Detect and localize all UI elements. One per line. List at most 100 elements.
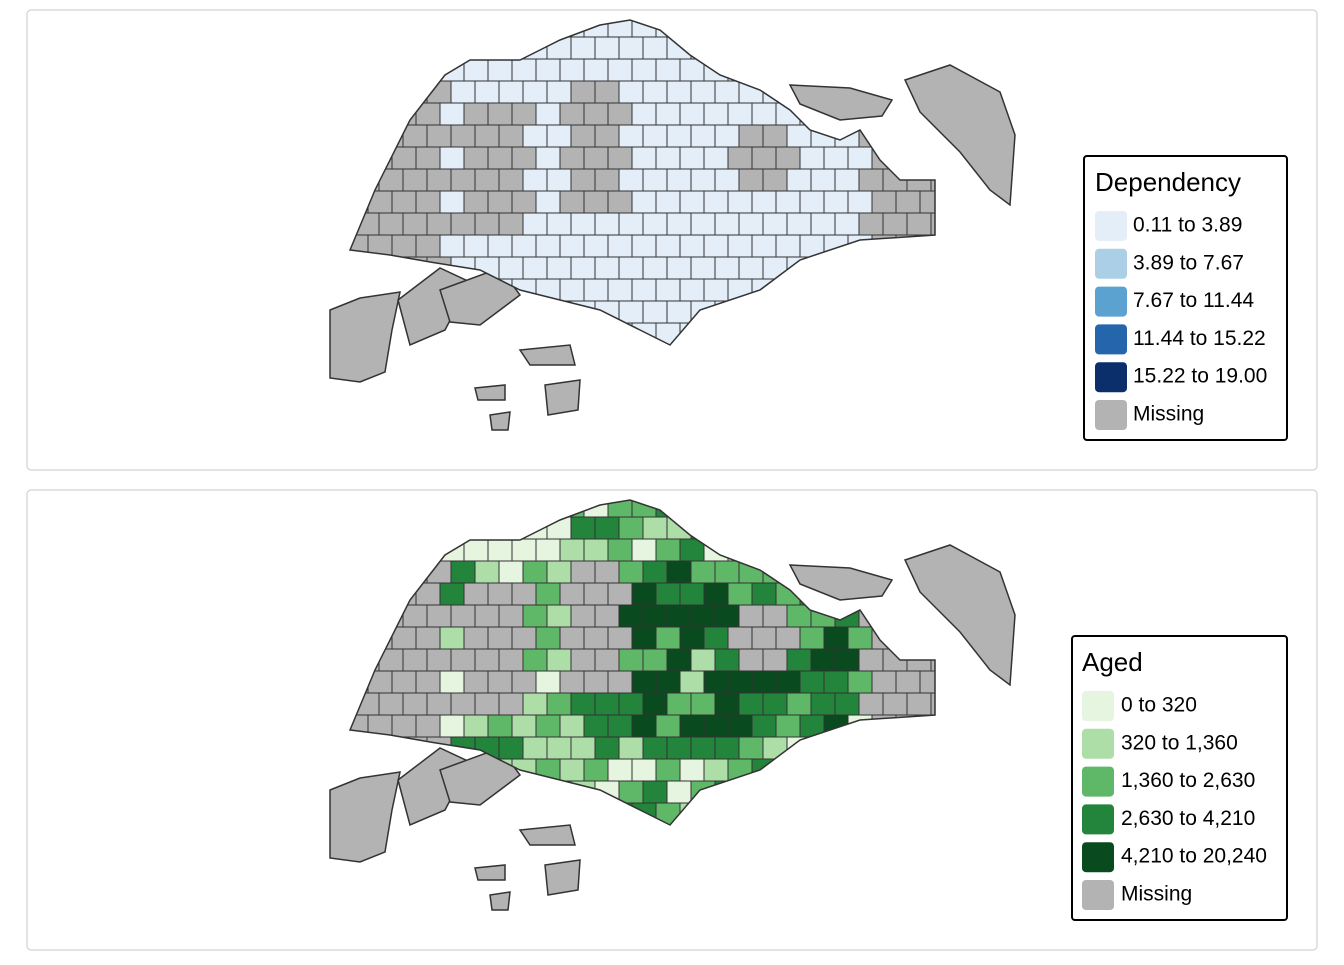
district xyxy=(402,168,428,192)
district xyxy=(450,124,476,148)
district xyxy=(690,256,716,280)
legend-title: Dependency xyxy=(1095,167,1241,197)
district xyxy=(511,234,537,258)
district xyxy=(487,190,513,214)
district xyxy=(498,256,524,280)
district xyxy=(642,80,668,104)
district xyxy=(450,604,476,628)
district xyxy=(642,604,668,628)
district xyxy=(714,212,740,236)
district xyxy=(666,736,692,760)
district xyxy=(871,190,897,214)
legend-swatch xyxy=(1095,211,1127,241)
district xyxy=(655,714,681,738)
district xyxy=(583,714,609,738)
district xyxy=(714,256,740,280)
district xyxy=(642,780,668,804)
district xyxy=(450,648,476,672)
district xyxy=(799,626,825,650)
district xyxy=(655,670,681,694)
district xyxy=(703,670,729,694)
island xyxy=(329,771,401,863)
district xyxy=(546,256,572,280)
district xyxy=(594,560,620,584)
district xyxy=(642,36,668,60)
district xyxy=(762,212,788,236)
district xyxy=(511,538,537,562)
legend-label: 320 to 1,360 xyxy=(1121,731,1238,754)
district xyxy=(583,582,609,606)
district xyxy=(450,692,476,716)
district xyxy=(570,604,596,628)
district xyxy=(871,670,897,694)
district xyxy=(498,168,524,192)
district xyxy=(535,538,561,562)
legend-swatch xyxy=(1095,362,1127,393)
district xyxy=(546,692,572,716)
district xyxy=(786,168,812,192)
district xyxy=(402,212,428,236)
district xyxy=(546,80,572,104)
district xyxy=(415,714,441,738)
district xyxy=(679,234,705,258)
district xyxy=(679,102,705,126)
district xyxy=(559,714,585,738)
district xyxy=(738,648,764,672)
district xyxy=(402,648,428,672)
district xyxy=(703,190,729,214)
district xyxy=(570,168,596,192)
district xyxy=(642,692,668,716)
district xyxy=(679,714,705,738)
district xyxy=(594,604,620,628)
district xyxy=(714,80,740,104)
district xyxy=(487,626,513,650)
district xyxy=(679,278,705,302)
district xyxy=(546,604,572,628)
legend-label: 11.44 to 15.22 xyxy=(1133,327,1266,350)
district xyxy=(426,692,452,716)
district xyxy=(439,582,465,606)
district xyxy=(631,146,657,170)
district xyxy=(666,168,692,192)
district xyxy=(535,714,561,738)
district xyxy=(631,190,657,214)
district xyxy=(738,604,764,628)
district xyxy=(690,560,716,584)
district xyxy=(594,212,620,236)
legend: Dependency 0.11 to 3.89 3.89 to 7.67 7.67 t… xyxy=(1083,155,1288,441)
district xyxy=(703,582,729,606)
district xyxy=(474,648,500,672)
district xyxy=(847,190,873,214)
district xyxy=(474,124,500,148)
district xyxy=(522,168,548,192)
district xyxy=(415,670,441,694)
district xyxy=(487,102,513,126)
district xyxy=(642,560,668,584)
district xyxy=(642,648,668,672)
district xyxy=(631,626,657,650)
district xyxy=(391,234,417,258)
district xyxy=(631,234,657,258)
district xyxy=(570,736,596,760)
district xyxy=(703,626,729,650)
district xyxy=(439,146,465,170)
district xyxy=(535,102,561,126)
district xyxy=(655,146,681,170)
district xyxy=(498,692,524,716)
district xyxy=(522,648,548,672)
district xyxy=(847,670,873,694)
district xyxy=(583,538,609,562)
district xyxy=(583,278,609,302)
district xyxy=(391,670,417,694)
district xyxy=(631,670,657,694)
district xyxy=(631,58,657,82)
district xyxy=(775,714,801,738)
district xyxy=(895,670,921,694)
district xyxy=(631,102,657,126)
island xyxy=(474,864,506,881)
district xyxy=(535,670,561,694)
district xyxy=(522,692,548,716)
district xyxy=(546,736,572,760)
district xyxy=(570,256,596,280)
district xyxy=(727,582,753,606)
